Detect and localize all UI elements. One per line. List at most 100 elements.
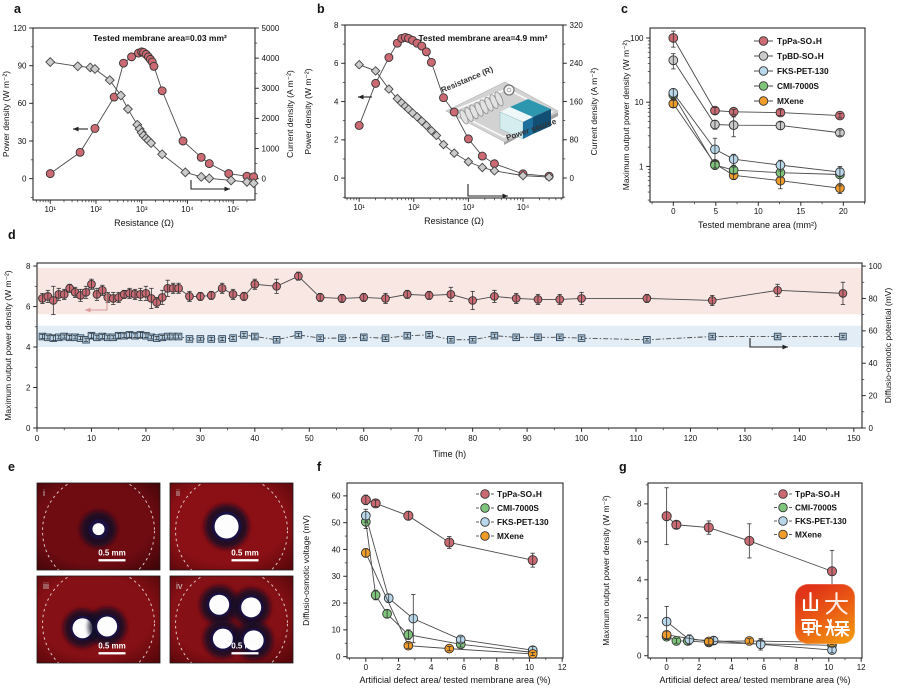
- circuit-trace: [451, 88, 554, 138]
- svg-text:FKS-PET-130: FKS-PET-130: [497, 517, 549, 527]
- x-tick-label: 8: [495, 663, 500, 672]
- defect-hole: [214, 514, 239, 539]
- y-axis-label: Maximum output power density (W m⁻²): [601, 495, 611, 646]
- x-tick-label: 12: [558, 663, 567, 672]
- x-tick-label: 12: [857, 663, 866, 672]
- y-tick-label: 90: [18, 61, 27, 70]
- defect-hole: [209, 594, 230, 615]
- series-diffusio-osmotic-potential: [38, 331, 847, 344]
- y-axis-label: Diffusio-osmotic potential (mV): [883, 288, 893, 404]
- x-tick-label: 70: [414, 434, 423, 443]
- guide-arrow: [467, 184, 508, 199]
- legend-item-MXene: MXene: [774, 530, 822, 540]
- y-tick-label: 0: [336, 652, 341, 661]
- y-tick-label: 30: [18, 137, 27, 146]
- scale-bar-label: 0.5 mm: [231, 549, 259, 558]
- x-axis-label: Tested membrane area (mm²): [698, 220, 817, 230]
- legend-item-MXene: MXene: [476, 531, 524, 541]
- svg-text:CMI-7000S: CMI-7000S: [497, 503, 539, 513]
- svg-text:TpPa-SO₃H: TpPa-SO₃H: [777, 36, 822, 46]
- y-tick-label: 320: [570, 21, 584, 30]
- power-source-side: [533, 109, 551, 134]
- x-tick-label: 40: [250, 434, 259, 443]
- scale-bar-label: 0.5 mm: [98, 549, 126, 558]
- defect-hole: [97, 616, 118, 637]
- resistor-coil: [494, 91, 504, 107]
- y-axis-label: Power density (W m⁻²): [303, 68, 313, 154]
- y-tick-label: 8: [26, 262, 31, 271]
- y-tick-label: 2000: [262, 114, 280, 123]
- legend-item-CMI-7000S: CMI-7000S: [754, 81, 819, 91]
- scale-bar-label: 0.5 mm: [98, 642, 126, 651]
- y-tick-label: 60: [869, 327, 878, 336]
- scale-bar-label: 0.5 mm: [231, 642, 259, 651]
- y-tick-label: 240: [570, 59, 584, 68]
- circuit-inset: Resistance (R)Power source: [440, 65, 559, 145]
- series-MXene: [668, 98, 845, 194]
- series-TpBD-SO₃H: [668, 53, 845, 138]
- axes: 0 2 4 6 8 10 12 Artificial defect area/ tested …: [601, 484, 866, 685]
- legend-item-FKS-PET-130: FKS-PET-130: [476, 517, 549, 527]
- series-CMI-7000S: [668, 90, 845, 187]
- panel-e-label: e: [8, 460, 15, 474]
- legend-item-FKS-PET-130: FKS-PET-130: [774, 516, 847, 526]
- axes: 10¹ 10² 10³ 10⁴ Resistance (Ω) 0 2 4 6 8 Power den…: [303, 21, 599, 226]
- micrograph-ii: ii 0.5 mm: [169, 482, 294, 571]
- x-tick-label: 0: [664, 663, 669, 672]
- legend: TpPa-SO₃H TpBD-SO₃H FKS-PET-130 CMI-7000S MX…: [754, 36, 829, 106]
- y-tick-label: 1: [639, 162, 644, 171]
- watermark-logo: 山大 融媒: [795, 584, 855, 644]
- guide-arrow: [190, 180, 230, 192]
- svg-text:TpPa-SO₃H: TpPa-SO₃H: [795, 489, 840, 499]
- x-tick-label: 0: [364, 663, 369, 672]
- y-tick-label: 30: [332, 572, 341, 581]
- chart-a-power-vs-resistance: 10¹ 10² 10³ 10⁴ 10⁵ Resistance (Ω) 0 30 60 90 120 P…: [1, 24, 295, 228]
- x-tick-label: 20: [141, 434, 150, 443]
- x-tick-label: 10: [754, 207, 763, 216]
- legend-item-TpPa-SO₃H: TpPa-SO₃H: [774, 489, 840, 499]
- plot-frame: [649, 27, 866, 203]
- x-tick-label: 0: [35, 434, 40, 443]
- x-tick-label: 10²: [408, 203, 420, 212]
- x-tick-label: 10: [525, 663, 534, 672]
- guide-arrow: [73, 126, 88, 132]
- y-tick-label: 20: [332, 599, 341, 608]
- scale-bar: [231, 559, 259, 562]
- x-tick-label: 10²: [90, 205, 102, 214]
- x-tick-label: 10¹: [44, 205, 56, 214]
- x-tick-label: 30: [196, 434, 205, 443]
- series-MXene: [360, 548, 538, 659]
- svg-text:MXene: MXene: [777, 96, 804, 106]
- y-tick-label: 8: [334, 21, 339, 30]
- x-tick-label: 130: [738, 434, 752, 443]
- axes: 0 10 20 30 40 50 60 70 80 90 100 110 120 130 140 150Tim…: [3, 262, 893, 459]
- defect-hole: [212, 628, 233, 649]
- series-current-density: [354, 59, 554, 182]
- annotation: Tested membrane area=0.03 mm²: [93, 33, 227, 43]
- x-tick-label: 2: [396, 663, 401, 672]
- y-axis-label: Maximum output power density (W m⁻²): [621, 40, 631, 191]
- panel-g-label: g: [619, 460, 627, 474]
- y-tick-label: 6: [637, 538, 642, 547]
- svg-text:MXene: MXene: [795, 530, 822, 540]
- micrograph-i: i 0.5 mm: [36, 482, 161, 571]
- x-tick-label: 60: [359, 434, 368, 443]
- x-tick-label: 4: [429, 663, 434, 672]
- scale-bar: [231, 652, 259, 655]
- y-tick-label: 3000: [262, 84, 280, 93]
- panel-e-micrographs: i 0.5 mm ii 0.5 mm iii 0.5 mm iv 0.5 mm: [36, 482, 294, 664]
- axes: 0 2 4 6 8 10 12 Artificial defect area/ tested …: [301, 492, 567, 685]
- legend-item-MXene: MXene: [754, 96, 804, 106]
- panel-a-label: a: [14, 2, 21, 16]
- panel-d-label: d: [8, 228, 16, 242]
- y-tick-label: 1000: [262, 144, 280, 153]
- x-tick-label: 6: [762, 663, 767, 672]
- y-tick-label: 0: [869, 424, 874, 433]
- chart-d-stability: 0 10 20 30 40 50 60 70 80 90 100 110 120 130 140 150Tim…: [3, 262, 893, 459]
- x-tick-label: 10³: [136, 205, 148, 214]
- plot-frame: [32, 27, 256, 201]
- y-tick-label: 80: [869, 294, 878, 303]
- power-source-top-light: [500, 107, 533, 122]
- svg-text:TpPa-SO₃H: TpPa-SO₃H: [497, 489, 542, 499]
